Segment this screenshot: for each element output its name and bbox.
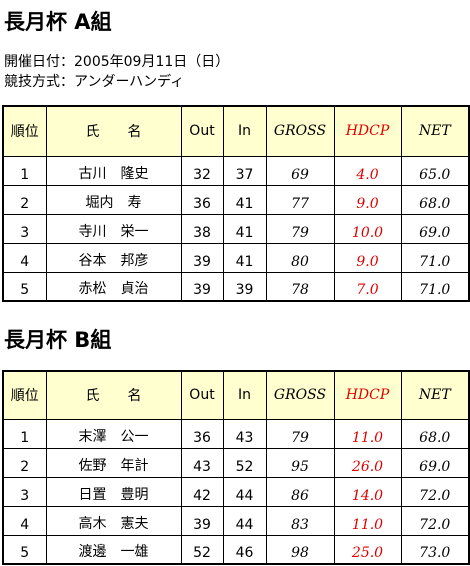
column-header: 順位: [2, 370, 47, 420]
cell: 69.0: [400, 447, 470, 478]
cell: 26.0: [333, 447, 402, 478]
cell: 3: [2, 213, 47, 244]
cell: 佐野 年計: [45, 447, 182, 478]
cell: 36: [180, 184, 224, 215]
cell: 77: [265, 184, 335, 215]
cell: 高木 憲夫: [45, 505, 182, 536]
cell: 1: [2, 418, 47, 449]
cell: 11.0: [333, 505, 402, 536]
cell: 80: [265, 242, 335, 273]
column-header: GROSS: [265, 105, 335, 157]
info-line: 競技方式：アンダーハンディ: [4, 74, 185, 90]
column-header: 氏 名: [45, 370, 182, 420]
cell: 95: [265, 447, 335, 478]
cell: 43: [180, 447, 224, 478]
cell: 5: [2, 271, 47, 302]
cell: 日置 豊明: [45, 476, 182, 507]
column-header: 氏 名: [45, 105, 182, 157]
column-header: NET: [400, 370, 470, 420]
cell: 39: [180, 505, 224, 536]
title: 長月杯 B組: [4, 328, 112, 352]
cell: 98: [265, 534, 335, 565]
cell: 2: [2, 184, 47, 215]
cell: 43: [222, 418, 267, 449]
cell: 68.0: [400, 418, 470, 449]
cell: 79: [265, 213, 335, 244]
cell: 末澤 公一: [45, 418, 182, 449]
cell: 42: [180, 476, 224, 507]
column-header: Out: [180, 370, 224, 420]
cell: 赤松 貞治: [45, 271, 182, 302]
column-header: GROSS: [265, 370, 335, 420]
results-table: 順位氏 名 Out In GROSS HDCP NET 1 末澤 公一 36 43 79 11.0 68…: [2, 370, 470, 565]
results-table: 順位氏 名 Out In GROSS HDCP NET 1 古川 隆史 32 37 69 4.0 65.…: [2, 105, 470, 302]
cell: 41: [222, 213, 267, 244]
cell: 73.0: [400, 534, 470, 565]
cell: 39: [180, 242, 224, 273]
cell: 71.0: [400, 271, 470, 302]
column-header: Out: [180, 105, 224, 157]
cell: 寺川 栄一: [45, 213, 182, 244]
cell: 69: [265, 155, 335, 186]
cell: 14.0: [333, 476, 402, 507]
cell: 32: [180, 155, 224, 186]
cell: 68.0: [400, 184, 470, 215]
cell: 44: [222, 476, 267, 507]
cell: 72.0: [400, 476, 470, 507]
cell: 36: [180, 418, 224, 449]
column-header: In: [222, 370, 267, 420]
cell: 37: [222, 155, 267, 186]
cell: 9.0: [333, 184, 402, 215]
cell: 堀内 寿: [45, 184, 182, 215]
cell: 78: [265, 271, 335, 302]
cell: 39: [180, 271, 224, 302]
title: 長月杯 A組: [4, 10, 112, 34]
cell: 2: [2, 447, 47, 478]
column-header: HDCP: [333, 105, 402, 157]
column-header: 順位: [2, 105, 47, 157]
cell: 谷本 邦彦: [45, 242, 182, 273]
column-header: HDCP: [333, 370, 402, 420]
cell: 3: [2, 476, 47, 507]
cell: 38: [180, 213, 224, 244]
cell: 46: [222, 534, 267, 565]
cell: 52: [222, 447, 267, 478]
cell: 79: [265, 418, 335, 449]
cell: 9.0: [333, 242, 402, 273]
cell: 69.0: [400, 213, 470, 244]
cell: 4: [2, 242, 47, 273]
cell: 25.0: [333, 534, 402, 565]
cell: 52: [180, 534, 224, 565]
cell: 5: [2, 534, 47, 565]
cell: 41: [222, 184, 267, 215]
info-line: 開催日付：2005年09月11日（日）: [4, 54, 230, 70]
cell: 72.0: [400, 505, 470, 536]
cell: 古川 隆史: [45, 155, 182, 186]
cell: 4: [2, 505, 47, 536]
cell: 渡邊 一雄: [45, 534, 182, 565]
cell: 11.0: [333, 418, 402, 449]
cell: 44: [222, 505, 267, 536]
cell: 41: [222, 242, 267, 273]
cell: 83: [265, 505, 335, 536]
cell: 10.0: [333, 213, 402, 244]
cell: 7.0: [333, 271, 402, 302]
cell: 39: [222, 271, 267, 302]
cell: 65.0: [400, 155, 470, 186]
info: 開催日付：2005年09月11日（日） 競技方式：アンダーハンディ: [4, 52, 229, 92]
column-header: In: [222, 105, 267, 157]
cell: 1: [2, 155, 47, 186]
cell: 86: [265, 476, 335, 507]
column-header: NET: [400, 105, 470, 157]
cell: 71.0: [400, 242, 470, 273]
cell: 4.0: [333, 155, 402, 186]
